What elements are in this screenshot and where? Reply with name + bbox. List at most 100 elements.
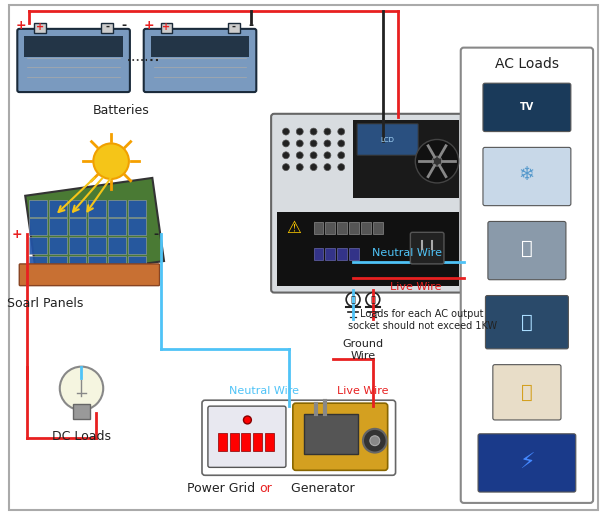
Bar [277,212,459,286]
Text: -: - [232,22,236,32]
Bar [108,237,126,254]
Circle shape [296,140,303,147]
Bar [68,218,86,235]
Circle shape [244,416,251,424]
Bar [108,256,126,273]
FancyBboxPatch shape [208,406,286,468]
Text: 🍚: 🍚 [521,383,533,402]
Circle shape [310,164,317,170]
Bar [353,119,459,197]
Bar [128,237,146,254]
Circle shape [60,367,103,410]
Circle shape [94,144,129,179]
Bar [88,256,106,273]
FancyBboxPatch shape [19,264,160,286]
Text: -: - [249,20,254,32]
Circle shape [366,293,380,306]
Circle shape [324,140,331,147]
Bar [241,433,250,451]
Bar [29,218,47,235]
Circle shape [283,140,289,147]
Bar [337,222,347,234]
Text: -: - [121,20,127,32]
Bar [265,433,274,451]
Text: Live Wire: Live Wire [337,386,389,396]
Bar [373,222,383,234]
Bar [108,200,126,216]
Bar [304,414,358,454]
Text: +: + [36,22,44,32]
FancyBboxPatch shape [293,403,388,470]
Circle shape [338,128,345,135]
Text: Ground
Wire: Ground Wire [343,339,383,360]
Text: AC Loads: AC Loads [495,57,559,72]
Text: Neutral Wire: Neutral Wire [372,248,442,258]
FancyBboxPatch shape [271,114,464,293]
Bar [49,256,67,273]
Text: ⚠: ⚠ [286,219,301,237]
Bar [349,222,359,234]
Circle shape [338,164,345,170]
Text: Power Grid: Power Grid [187,482,259,495]
Bar [230,433,239,451]
Circle shape [415,140,459,183]
Circle shape [296,152,303,159]
Bar [151,36,250,57]
Text: Loads for each AC output
socket should not exceed 1KW: Loads for each AC output socket should n… [347,310,497,331]
FancyBboxPatch shape [478,434,576,492]
Circle shape [296,164,303,170]
Text: Batteries: Batteries [92,104,149,117]
Bar [337,248,347,260]
FancyBboxPatch shape [483,83,571,131]
FancyBboxPatch shape [485,296,568,349]
Bar [314,222,323,234]
Bar [88,200,106,216]
Bar [253,433,262,451]
Bar [68,200,86,216]
Circle shape [283,152,289,159]
Bar [68,237,86,254]
Bar [227,23,239,33]
Circle shape [324,128,331,135]
Bar [101,23,113,33]
Text: +: + [12,228,23,241]
Text: Soarl Panels: Soarl Panels [7,298,83,311]
FancyBboxPatch shape [461,47,593,503]
Text: ⚡: ⚡ [519,453,535,472]
Bar [128,200,146,216]
Bar [68,256,86,273]
Circle shape [296,128,303,135]
Circle shape [432,156,442,166]
Bar [49,218,67,235]
FancyBboxPatch shape [493,365,561,420]
Circle shape [324,164,331,170]
Bar [49,200,67,216]
Text: +: + [143,20,154,32]
Text: Live Wire: Live Wire [391,282,442,291]
Bar [73,404,91,419]
Circle shape [338,140,345,147]
Bar [29,237,47,254]
Circle shape [338,152,345,159]
Bar [29,256,47,273]
Text: -: - [105,22,109,32]
FancyBboxPatch shape [488,221,566,280]
Bar [25,178,164,279]
Bar [218,433,227,451]
Bar [34,23,46,33]
Text: ❄: ❄ [519,165,535,183]
Bar [325,222,335,234]
Circle shape [310,140,317,147]
Text: TV: TV [520,102,534,112]
Bar [161,23,172,33]
Circle shape [310,128,317,135]
Text: 🖥: 🖥 [521,313,533,332]
Circle shape [324,152,331,159]
Bar [128,218,146,235]
Bar [88,237,106,254]
Text: LCD: LCD [381,138,395,144]
FancyBboxPatch shape [410,232,444,264]
Bar [314,248,323,260]
Text: DC Loads: DC Loads [52,430,111,443]
FancyBboxPatch shape [357,124,418,156]
